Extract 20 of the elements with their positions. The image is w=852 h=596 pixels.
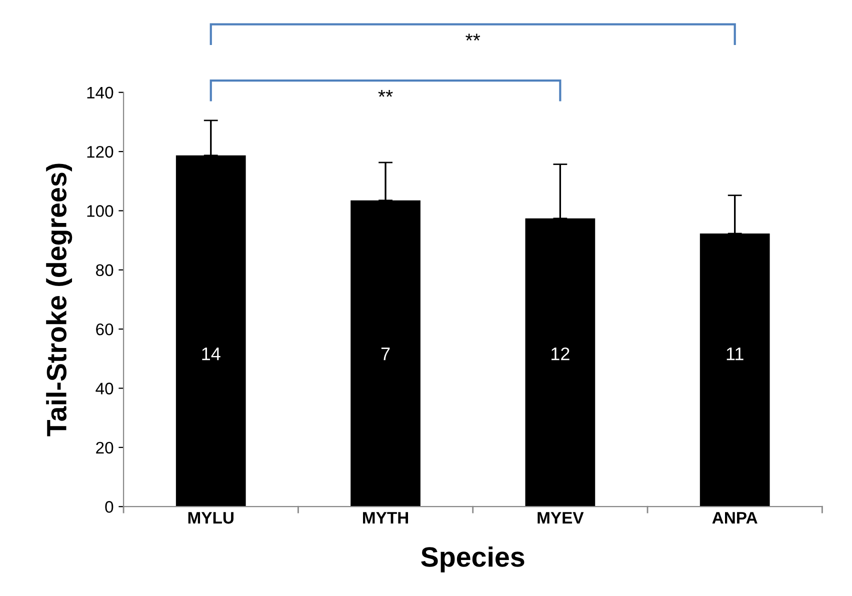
- x-axis-title: Species: [421, 546, 524, 572]
- x-tick-label: MYEV: [538, 512, 584, 524]
- y-tick-label: 80: [96, 264, 114, 276]
- annotation: **: [378, 90, 393, 97]
- y-tick-label: 140: [87, 86, 114, 99]
- y-tick-label: 60: [96, 323, 114, 336]
- annotation: 11: [726, 348, 744, 360]
- y-tick-label: 20: [96, 442, 114, 454]
- x-tick-label: MYLU: [188, 512, 234, 524]
- annotation: 14: [202, 348, 220, 360]
- x-tick-label: ANPA: [712, 512, 758, 524]
- y-axis-title: Tail-Stroke (degrees): [46, 164, 72, 436]
- y-tick-label: 100: [87, 205, 114, 217]
- y-tick-label: 120: [87, 146, 114, 158]
- y-tick-label: 40: [96, 382, 114, 394]
- annotation: 12: [552, 347, 570, 360]
- y-tick-label: 0: [105, 501, 114, 513]
- text: **: [466, 34, 480, 41]
- x-tick-label: MYTH: [363, 512, 408, 524]
- annotation: 7: [381, 348, 390, 360]
